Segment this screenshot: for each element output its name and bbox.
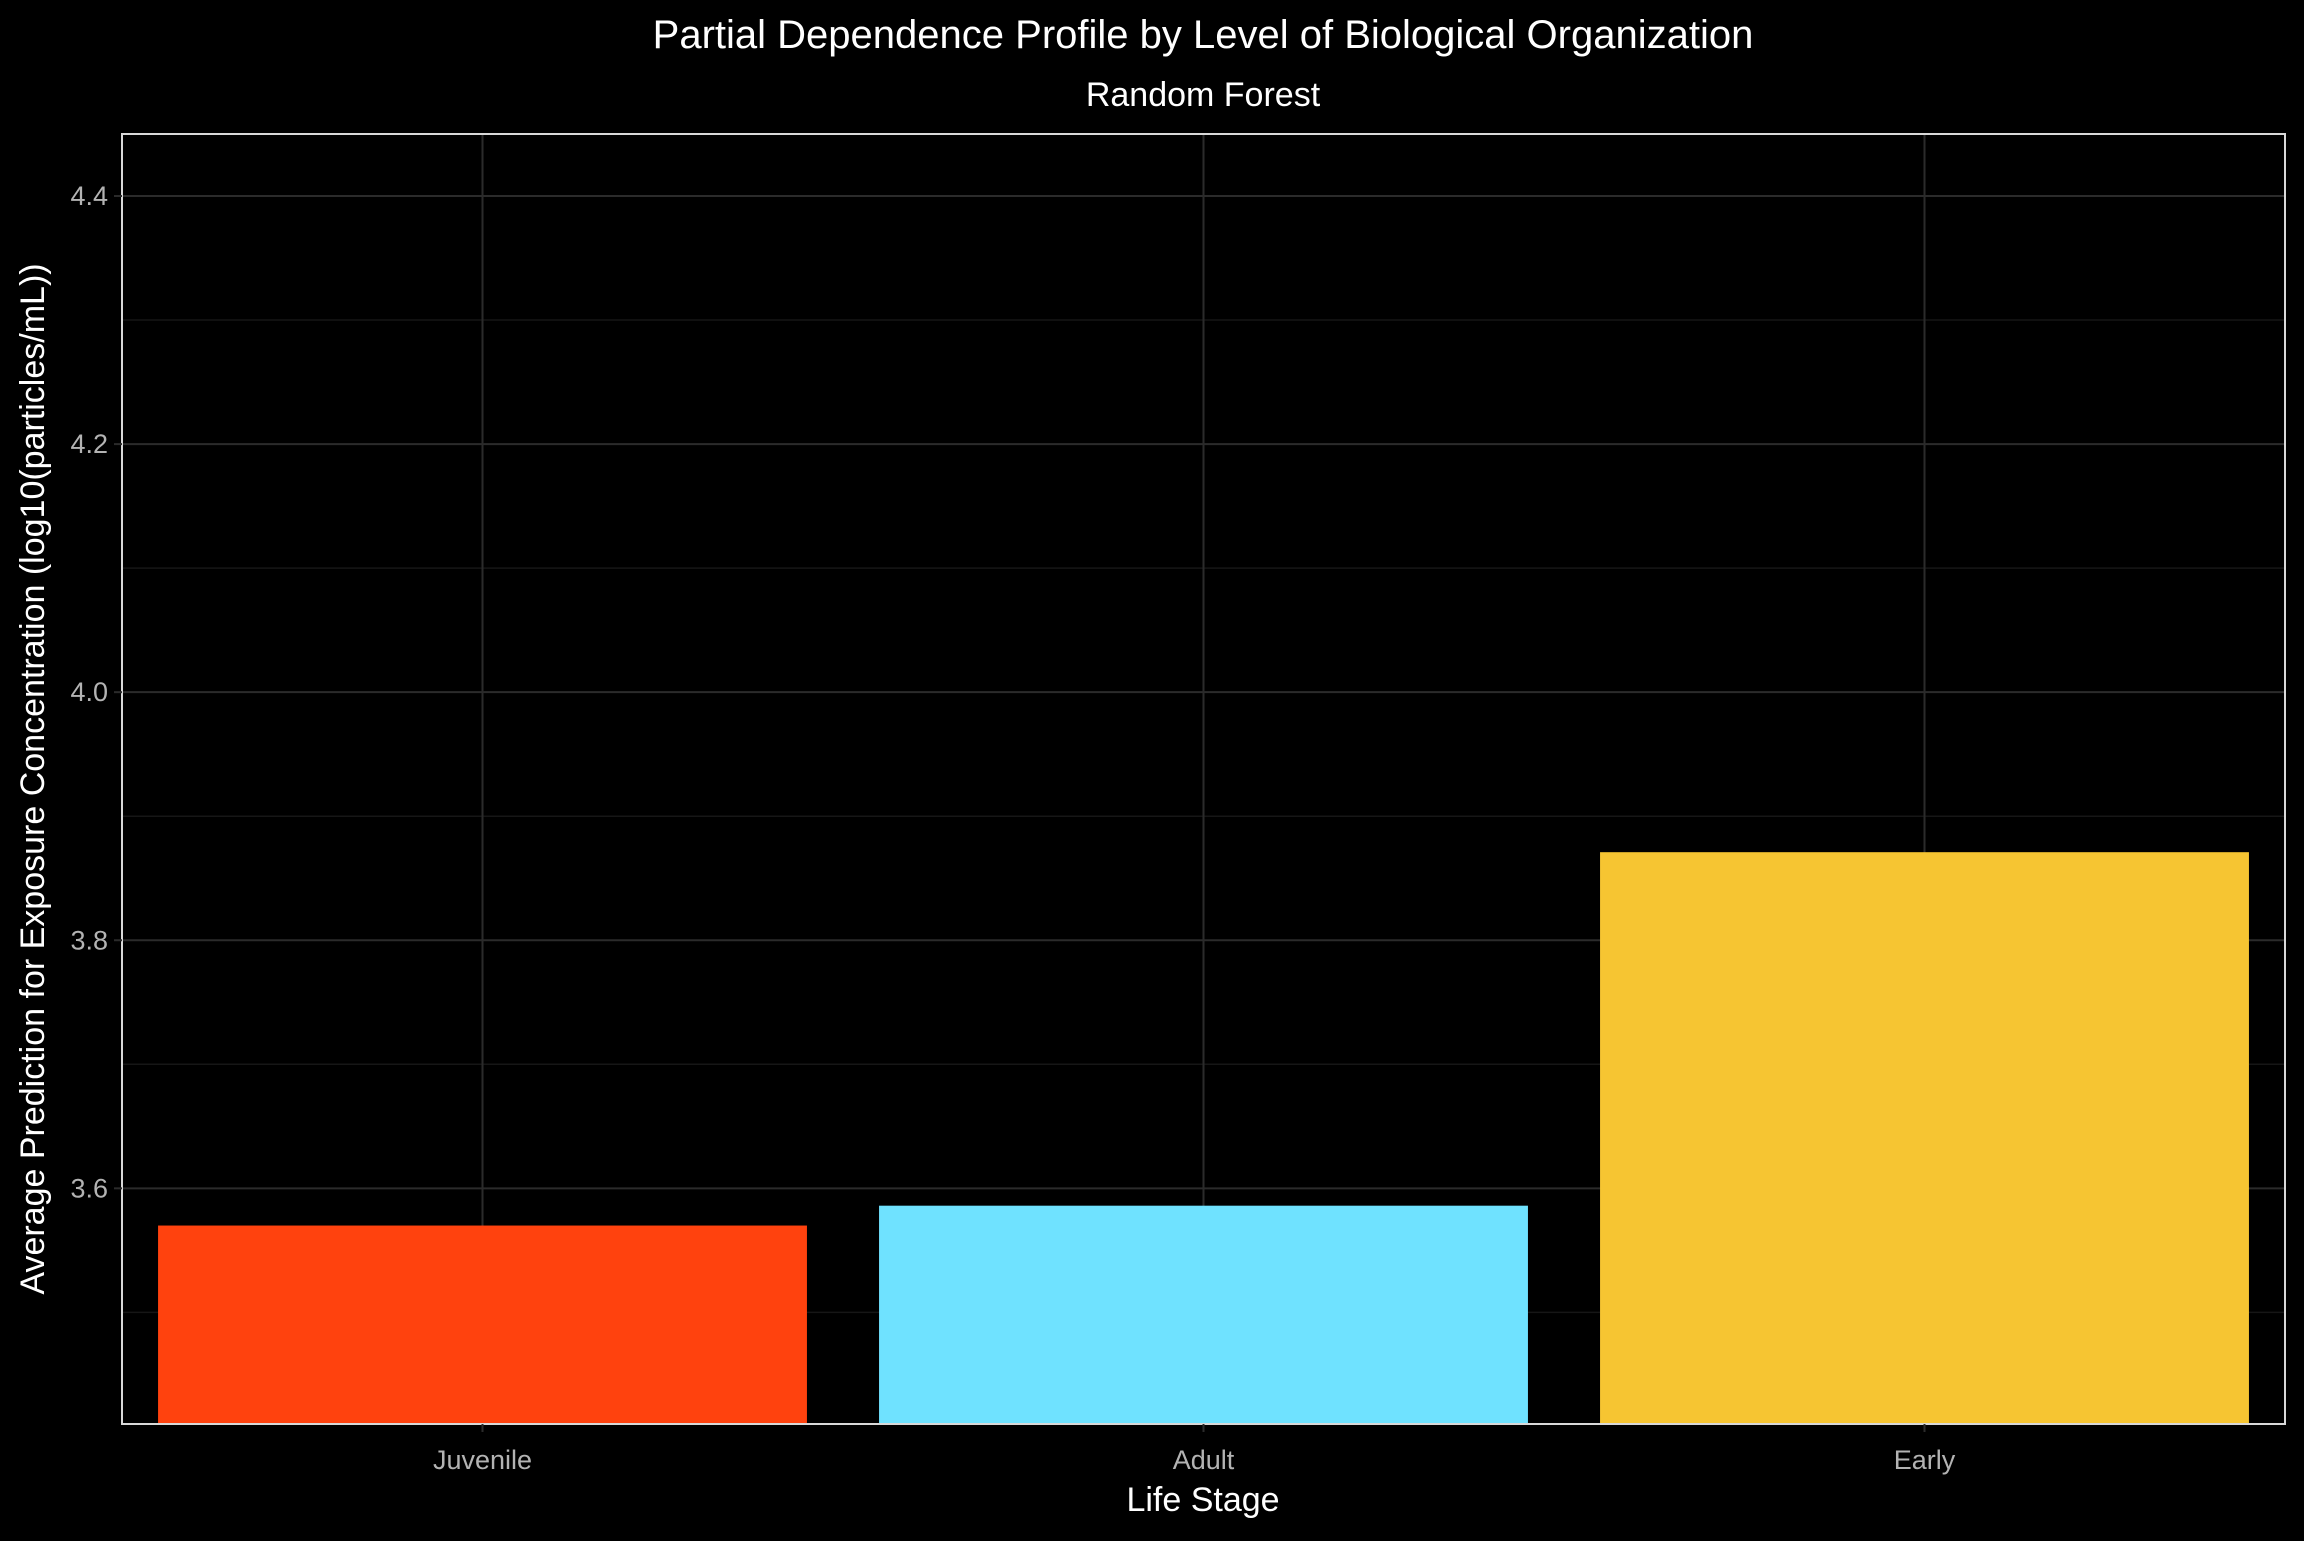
x-tick-label: Adult — [1173, 1445, 1235, 1475]
y-tick-label: 4.2 — [70, 429, 108, 459]
y-tick-label: 3.6 — [70, 1173, 108, 1203]
chart-subtitle: Random Forest — [1086, 76, 1321, 114]
y-axis-label: Average Prediction for Exposure Concentr… — [14, 263, 52, 1294]
bars-group — [158, 852, 2249, 1424]
y-tick-label: 3.8 — [70, 925, 108, 955]
bar-juvenile — [158, 1225, 807, 1424]
y-tick-label: 4.4 — [70, 181, 108, 211]
x-axis-ticks: Juvenile Adult Early — [433, 1424, 1956, 1475]
bar-adult — [879, 1205, 1528, 1424]
x-axis-label: Life Stage — [1126, 1481, 1279, 1519]
y-axis-ticks: 3.6 3.8 4.0 4.2 4.4 — [70, 181, 122, 1203]
x-tick-label: Early — [1894, 1445, 1956, 1475]
y-tick-label: 4.0 — [70, 677, 108, 707]
chart-title: Partial Dependence Profile by Level of B… — [653, 13, 1754, 57]
x-tick-label: Juvenile — [433, 1445, 532, 1475]
bar-early — [1600, 852, 2249, 1424]
